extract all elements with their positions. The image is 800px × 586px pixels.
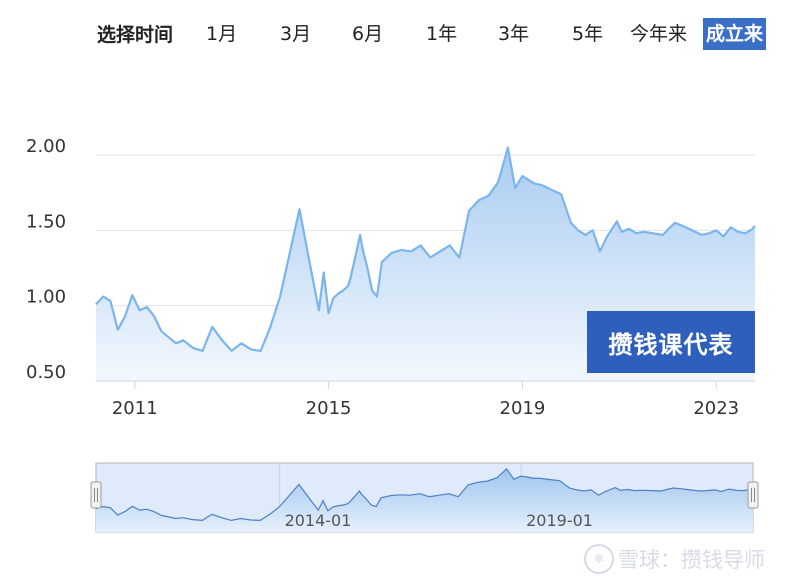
x-tick-label: 2023 [693,398,739,419]
navigator-label: 2014-01 [285,511,352,530]
y-tick-label: 0.50 [26,362,66,383]
promo-badge: 攒钱课代表 [587,311,755,373]
range-button-3m[interactable]: 3月 [280,23,312,45]
main-chart: 0.50 1.00 1.50 2.00 2011 2015 2019 2023 [26,136,756,419]
x-tick-label: 2015 [306,398,352,419]
y-tick-label: 1.00 [26,287,66,308]
range-button-5y[interactable]: 5年 [572,23,604,45]
range-button-1y[interactable]: 1年 [426,23,458,45]
y-tick-label: 1.50 [26,211,66,232]
x-tick-label: 2019 [500,398,546,419]
y-tick-label: 2.00 [26,136,66,157]
range-button-since-inception[interactable]: 成立来 [703,18,767,50]
range-button-3y[interactable]: 3年 [498,23,530,45]
range-button-1m[interactable]: 1月 [206,23,238,45]
x-tick-label: 2011 [112,398,158,419]
series-line [95,146,756,352]
range-selector-label: 选择时间 [97,24,174,46]
navigator-area [96,468,753,532]
navigator-left-handle[interactable] [90,481,102,509]
navigator-right-handle[interactable] [747,481,759,509]
navigator-label: 2019-01 [526,511,593,530]
range-button-ytd[interactable]: 今年来 [630,23,688,45]
navigator-line [95,467,754,522]
range-selector: 选择时间 1月 3月 6月 1年 3年 5年 今年来 成立来 [0,14,800,54]
range-button-6m[interactable]: 6月 [352,23,384,45]
navigator-window [95,462,754,533]
watermark-text: 雪球：攒钱导师 [618,548,765,572]
watermark: ❄ 雪球：攒钱导师 [584,542,765,576]
snowball-logo-icon: ❄ [584,544,614,574]
